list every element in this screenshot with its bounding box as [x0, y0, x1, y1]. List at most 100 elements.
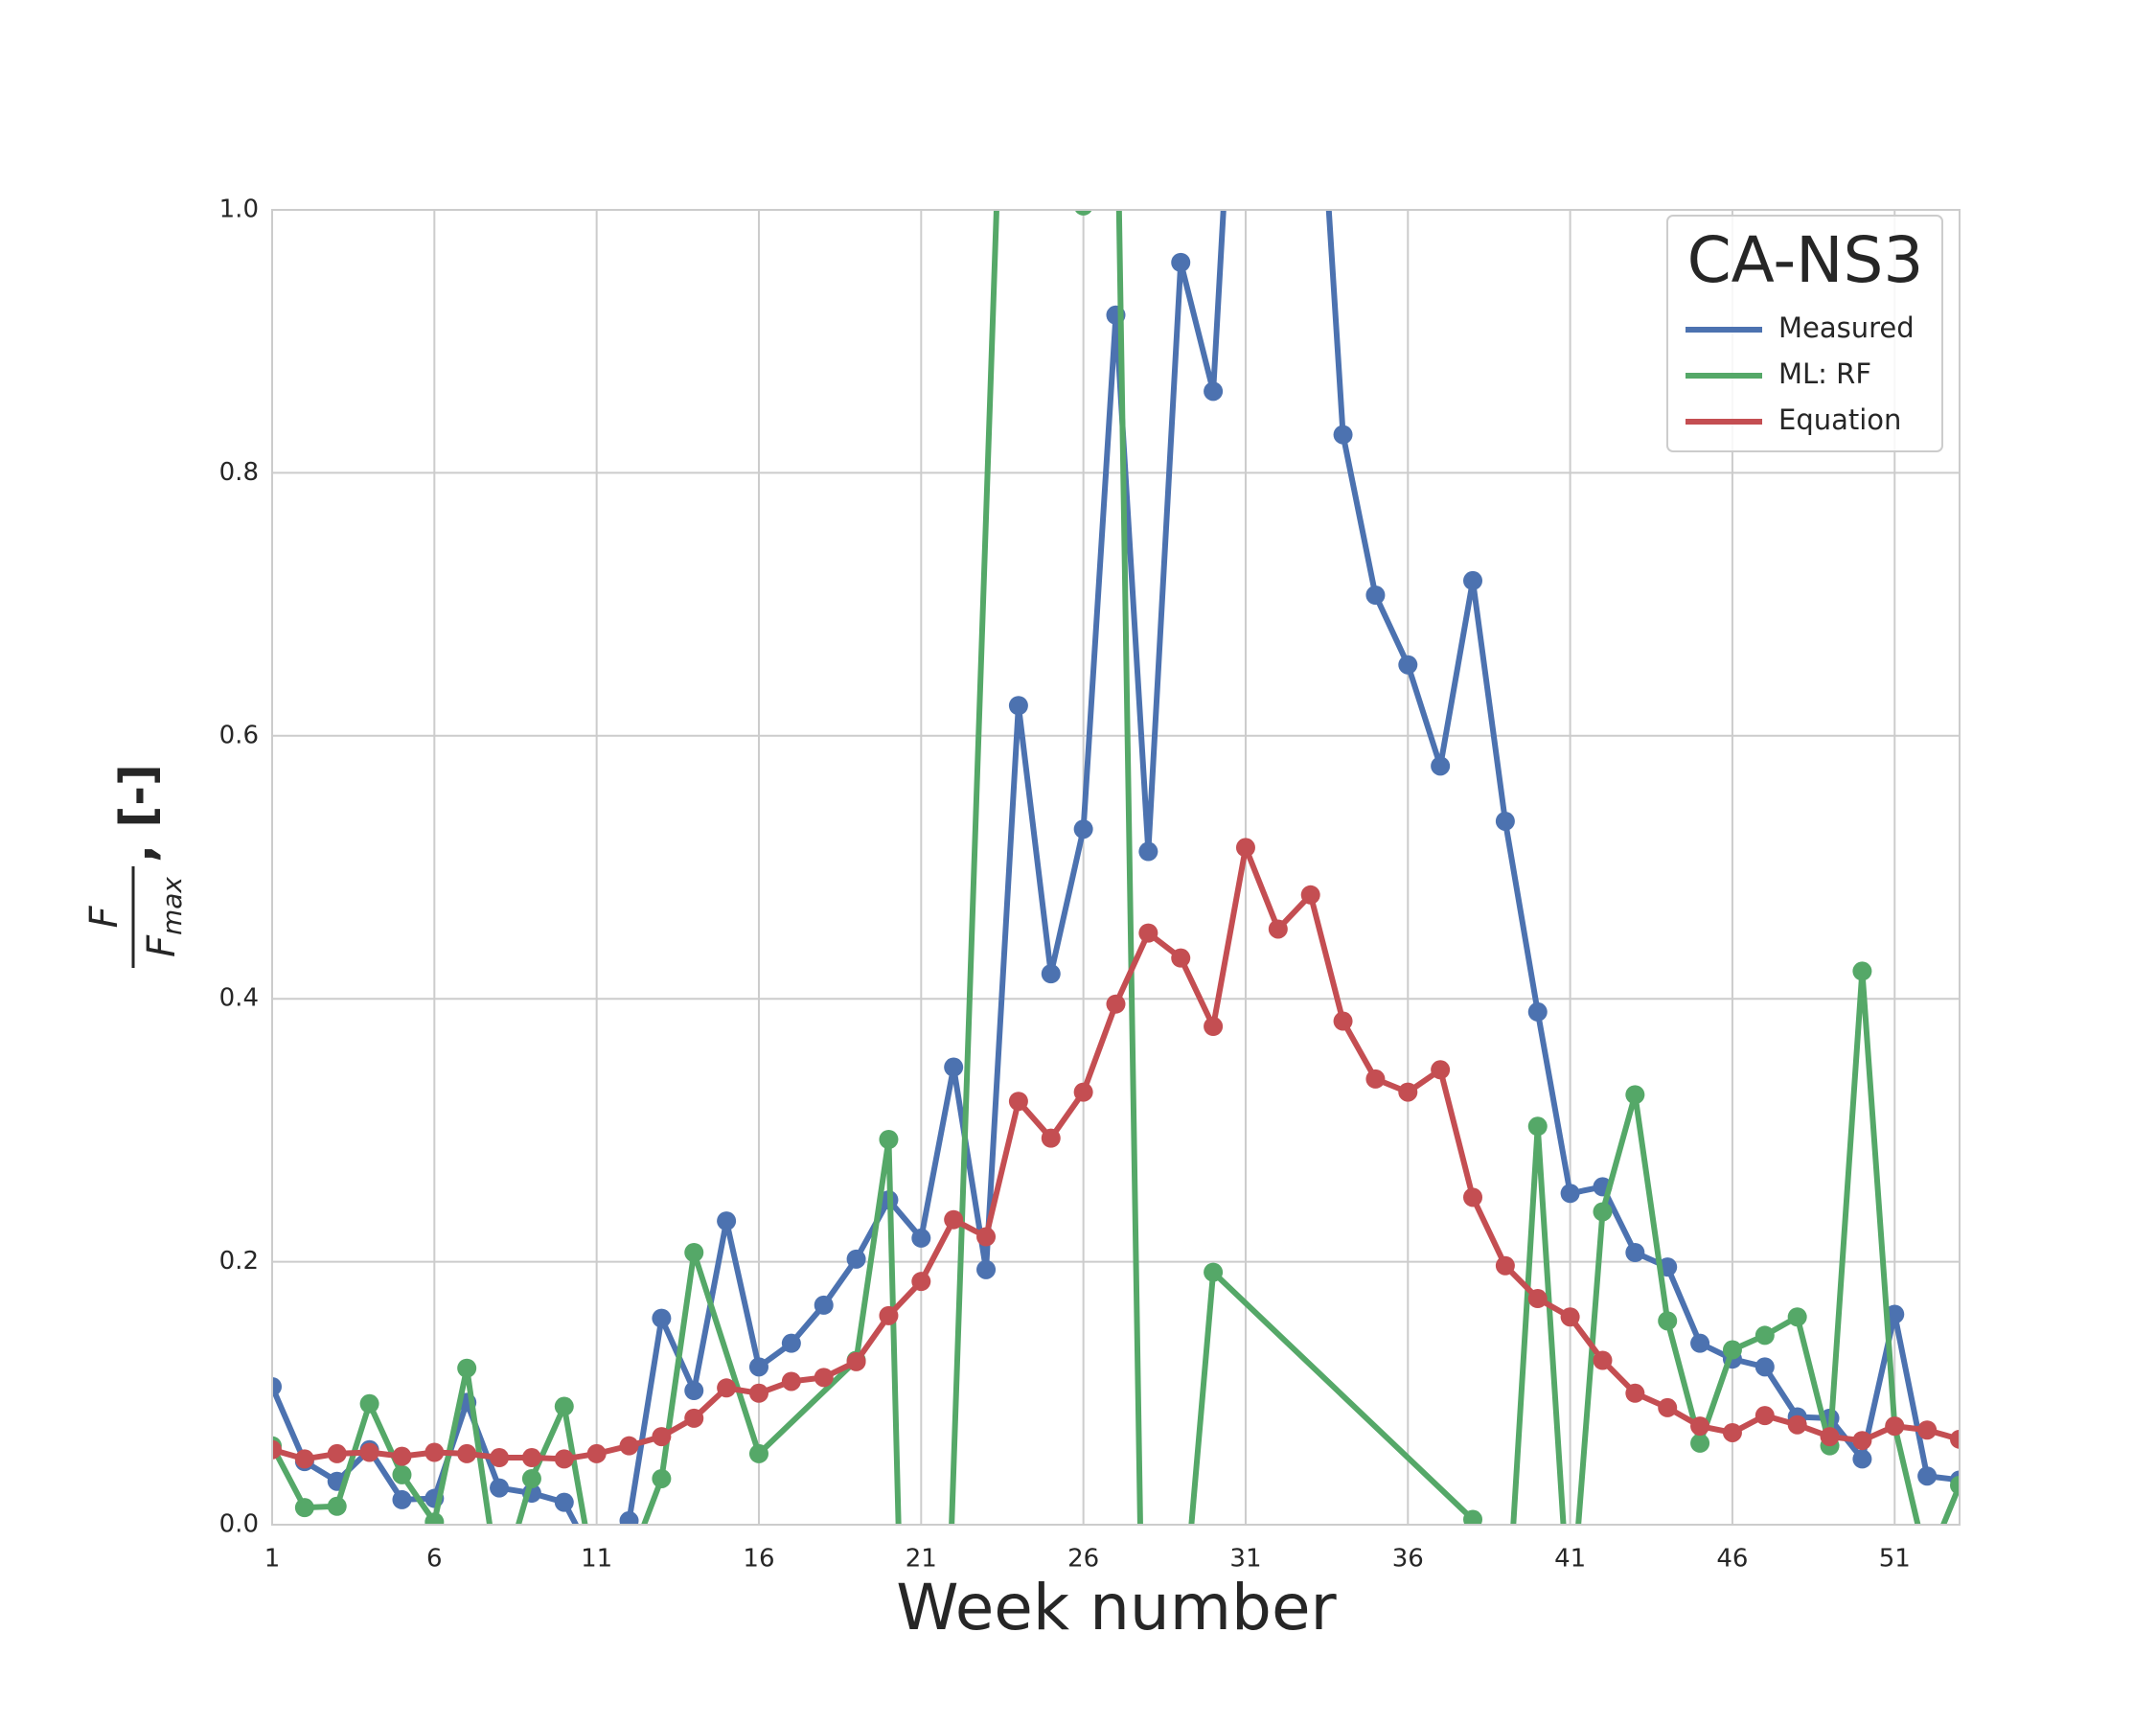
- series-marker: [1463, 570, 1483, 590]
- y-label-denominator-base: F: [140, 934, 184, 957]
- plot-frame: [271, 209, 1961, 1526]
- series-marker: [359, 1442, 379, 1462]
- series-marker: [1917, 1420, 1938, 1440]
- y-tick-label: 0.8: [219, 458, 259, 487]
- series-marker: [1398, 1082, 1418, 1102]
- series-marker: [1625, 1383, 1645, 1403]
- series-marker: [424, 1512, 445, 1525]
- y-tick-label: 0.2: [219, 1247, 259, 1276]
- series-marker: [1204, 1262, 1224, 1282]
- series-marker: [1658, 1397, 1678, 1417]
- series-marker: [684, 1381, 704, 1401]
- series-marker: [1235, 838, 1255, 858]
- series-marker: [1138, 841, 1158, 862]
- plot-area: [272, 210, 1960, 1525]
- series-marker: [554, 1396, 574, 1416]
- series-marker: [1333, 1011, 1353, 1031]
- series-marker: [1365, 1069, 1386, 1089]
- series-marker: [1333, 425, 1353, 445]
- series-marker: [359, 1393, 379, 1414]
- series-marker: [717, 1211, 737, 1231]
- series-marker: [814, 1295, 834, 1315]
- series-line: [272, 210, 1960, 1525]
- series-marker: [781, 1333, 801, 1353]
- series-marker: [457, 1443, 477, 1463]
- series-marker: [1917, 1466, 1938, 1486]
- y-label-numerator: F: [82, 906, 126, 929]
- series-marker: [457, 1358, 477, 1378]
- series-marker: [1008, 1092, 1028, 1112]
- series-marker: [327, 1496, 347, 1516]
- series-marker: [1820, 1427, 1840, 1447]
- series-marker: [1852, 961, 1872, 981]
- series-marker: [294, 1449, 314, 1469]
- y-tick-label: 0.6: [219, 721, 259, 749]
- series-marker: [521, 1448, 541, 1468]
- series-marker: [1755, 1406, 1775, 1426]
- series-marker: [294, 1498, 314, 1518]
- series-marker: [1722, 1422, 1742, 1442]
- legend-box: [1666, 215, 1943, 452]
- y-axis-label: F Fmax , [-]: [82, 764, 188, 968]
- series-marker: [1073, 819, 1093, 840]
- legend: CA-NS3 Measured ML: RF Equation: [1666, 215, 1943, 452]
- series-marker: [1463, 1187, 1483, 1208]
- x-tick-label: 6: [426, 1545, 443, 1574]
- series-marker: [272, 1439, 282, 1460]
- series-marker: [1852, 1449, 1872, 1469]
- series-marker: [1041, 1128, 1061, 1148]
- series-marker: [1268, 919, 1288, 939]
- series-marker: [1690, 1333, 1710, 1353]
- series-marker: [911, 1228, 931, 1248]
- series-marker: [1431, 1060, 1451, 1080]
- y-label-denominator-sub: max: [156, 877, 188, 935]
- y-tick-label: 0.0: [219, 1510, 259, 1539]
- x-tick-label: 26: [1067, 1545, 1099, 1574]
- y-label-suffix: , [-]: [110, 764, 166, 862]
- series-marker: [748, 1357, 768, 1377]
- y-tick-label: 1.0: [219, 196, 259, 224]
- series-marker: [392, 1464, 412, 1484]
- series-marker: [652, 1308, 672, 1328]
- series-marker: [1398, 655, 1418, 675]
- series-marker: [619, 1510, 639, 1525]
- x-tick-label: 51: [1879, 1545, 1911, 1574]
- series-marker: [1787, 1307, 1807, 1327]
- series-marker: [652, 1468, 672, 1488]
- series-marker: [1593, 1350, 1613, 1370]
- series-marker: [1560, 1307, 1580, 1327]
- series-marker: [976, 1259, 997, 1279]
- series-marker: [684, 1242, 704, 1262]
- series-marker: [944, 1209, 964, 1230]
- series-marker: [586, 1443, 607, 1463]
- series-marker: [1885, 1416, 1905, 1437]
- series-marker: [1950, 1429, 1960, 1449]
- series-marker: [521, 1468, 541, 1488]
- legend-label: Equation: [1778, 403, 1901, 436]
- x-tick-label: 16: [743, 1545, 774, 1574]
- series-marker: [554, 1492, 574, 1512]
- series-marker: [717, 1378, 737, 1398]
- y-label-denominator: Fmax: [140, 877, 188, 957]
- series-marker: [1755, 1325, 1775, 1346]
- series-marker: [1106, 994, 1126, 1014]
- legend-label: Measured: [1778, 311, 1915, 344]
- series-marker: [1431, 756, 1451, 776]
- series-marker: [1527, 1001, 1548, 1022]
- series-marker: [327, 1443, 347, 1463]
- series-marker: [1495, 811, 1515, 831]
- series-marker: [944, 1057, 964, 1077]
- x-tick-label: 21: [906, 1545, 937, 1574]
- x-tick-label: 1: [264, 1545, 281, 1574]
- series-marker: [846, 1351, 866, 1371]
- series-marker: [1950, 1475, 1960, 1495]
- series-marker: [814, 1368, 834, 1388]
- series-marker: [1495, 1255, 1515, 1276]
- series-marker: [652, 1427, 672, 1447]
- series-marker: [911, 1272, 931, 1292]
- series-marker: [748, 1443, 768, 1463]
- series-marker: [879, 1305, 899, 1325]
- series-marker: [1527, 1116, 1548, 1137]
- series-marker: [976, 1227, 997, 1247]
